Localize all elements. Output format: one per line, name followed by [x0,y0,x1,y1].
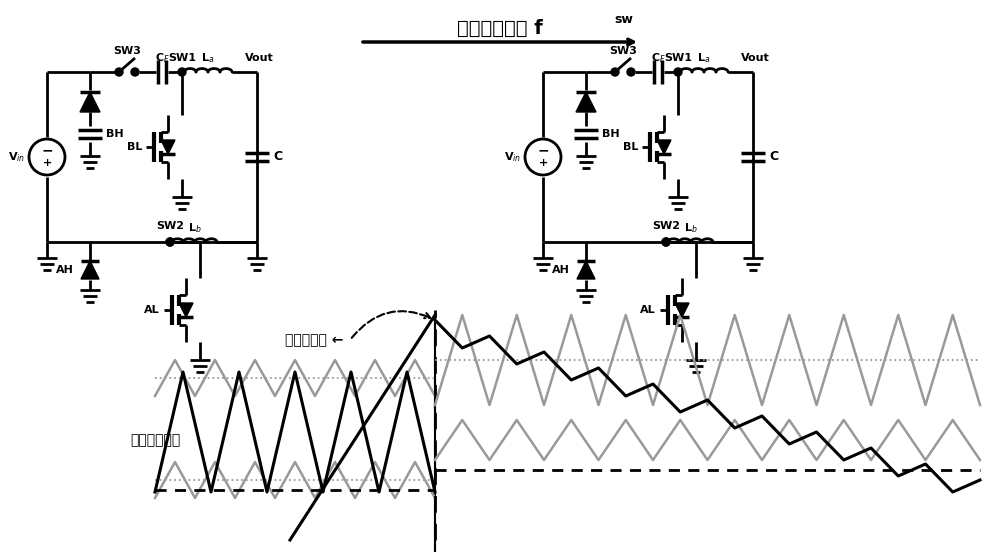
Text: sw: sw [614,13,633,26]
Text: BL: BL [623,142,638,152]
Text: SW2: SW2 [156,221,184,231]
Text: BH: BH [106,129,124,139]
Circle shape [611,68,619,76]
Text: BH: BH [602,129,620,139]
Text: 单向电感电流: 单向电感电流 [130,433,180,447]
Circle shape [115,68,123,76]
Text: C: C [769,151,778,163]
Text: SW1: SW1 [664,53,692,63]
Polygon shape [577,261,595,279]
Text: AL: AL [144,305,160,315]
Circle shape [131,68,139,76]
Polygon shape [675,303,689,317]
Polygon shape [81,261,99,279]
Text: +: + [42,158,52,168]
Text: C$_F$: C$_F$ [155,51,169,65]
Circle shape [178,68,186,76]
Text: −: − [41,143,53,157]
Text: L$_a$: L$_a$ [201,51,215,65]
Text: C: C [273,151,282,163]
Text: AH: AH [552,265,570,275]
Circle shape [662,238,670,246]
Text: C$_F$: C$_F$ [651,51,665,65]
Text: 更小的电感 ←: 更小的电感 ← [285,333,343,347]
Text: Vout: Vout [741,53,770,63]
Text: SW2: SW2 [652,221,680,231]
Polygon shape [657,140,671,154]
Text: V$_{in}$: V$_{in}$ [504,150,521,164]
Text: Vout: Vout [245,53,274,63]
Text: L$_a$: L$_a$ [697,51,711,65]
Text: −: − [537,143,549,157]
Circle shape [674,68,682,76]
Text: AH: AH [56,265,74,275]
Circle shape [166,238,174,246]
Text: BL: BL [127,142,142,152]
Polygon shape [179,303,193,317]
Text: SW3: SW3 [609,46,637,56]
Text: L$_b$: L$_b$ [188,221,201,235]
Text: +: + [538,158,548,168]
Polygon shape [80,92,100,112]
Text: 提高开关频率 f: 提高开关频率 f [457,19,543,38]
Text: SW1: SW1 [168,53,196,63]
Text: SW3: SW3 [113,46,141,56]
Polygon shape [576,92,596,112]
Circle shape [166,238,174,246]
Text: AL: AL [640,305,656,315]
Text: V$_{in}$: V$_{in}$ [8,150,25,164]
Text: L$_b$: L$_b$ [684,221,697,235]
Circle shape [627,68,635,76]
Circle shape [662,238,670,246]
Polygon shape [161,140,175,154]
